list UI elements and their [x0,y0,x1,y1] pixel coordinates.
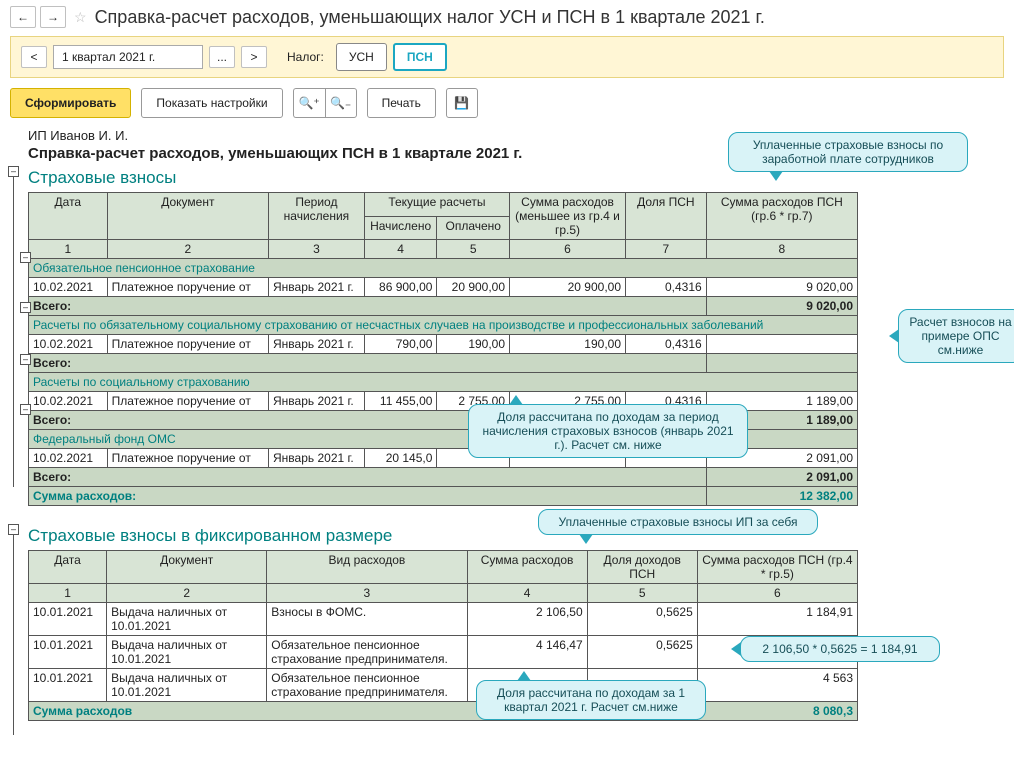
section-title-2: Страховые взносы в фиксированном размере [28,524,1004,550]
tax-psn-tab[interactable]: ПСН [393,43,447,71]
col-paid: Оплачено [437,216,510,240]
col-document: Документ [107,193,268,240]
print-button[interactable]: Печать [367,88,436,118]
page-title: Справка-расчет расходов, уменьшающих нал… [95,7,765,28]
period-next-button[interactable]: > [241,46,267,68]
colnum: 2 [107,584,267,603]
colnum: 2 [107,240,268,259]
colnum: 6 [510,240,626,259]
col-accrued: Начислено [364,216,437,240]
group-header: Расчеты по социальному страхованию [29,373,858,392]
table-row: 10.01.2021Выдача наличных от 10.01.2021В… [29,603,858,636]
table-row: 10.02.2021Платежное поручение отЯнварь 2… [29,278,858,297]
total-value: 2 091,00 [706,468,857,487]
insurance-contributions-table: Дата Документ Период начисления Текущие … [28,192,858,506]
col-share: Доля ПСН [626,193,707,240]
colnum: 3 [269,240,365,259]
period-toolbar: < 1 квартал 2021 г. ... > Налог: УСН ПСН [10,36,1004,78]
colnum: 5 [437,240,510,259]
col-kind: Вид расходов [267,551,467,584]
col-share: Доля доходов ПСН [587,551,697,584]
total-label: Всего: [29,297,707,316]
colnum: 6 [697,584,857,603]
show-settings-button[interactable]: Показать настройки [141,88,282,118]
col-sum: Сумма расходов [467,551,587,584]
title-bar: ← → ☆ Справка-расчет расходов, уменьшающ… [0,0,1014,36]
nav-forward-button[interactable]: → [40,6,66,28]
tax-label: Налог: [287,50,324,64]
favorite-star-icon[interactable]: ☆ [74,9,87,26]
fixed-contributions-table: Дата Документ Вид расходов Сумма расходо… [28,550,858,721]
col-document: Документ [107,551,267,584]
colnum: 1 [29,584,107,603]
total-value: 9 020,00 [706,297,857,316]
period-input[interactable]: 1 квартал 2021 г. [53,45,203,69]
save-icon[interactable]: 💾 [446,88,478,118]
group-header: Обязательное пенсионное страхование [29,259,858,278]
colnum: 8 [706,240,857,259]
tax-usn-tab[interactable]: УСН [336,43,387,71]
colnum: 4 [364,240,437,259]
group-toggle[interactable]: – [20,252,31,263]
period-prev-button[interactable]: < [21,46,47,68]
grand-total-label: Сумма расходов: [29,487,707,506]
report-area: – – ИП Иванов И. И. Справка-расчет расхо… [28,124,1004,721]
zoom-in-icon[interactable]: 🔍⁺ [293,88,325,118]
table-row: 10.02.2021Платежное поручение отЯнварь 2… [29,335,858,354]
col-sum-psn: Сумма расходов ПСН (гр.6 * гр.7) [706,193,857,240]
col-sum: Сумма расходов (меньшее из гр.4 и гр.5) [510,193,626,240]
colnum: 1 [29,240,108,259]
colnum: 7 [626,240,707,259]
col-date: Дата [29,193,108,240]
col-current: Текущие расчеты [364,193,509,217]
grand-total-value: 8 080,3 [697,702,857,721]
period-picker-button[interactable]: ... [209,46,235,68]
nav-back-button[interactable]: ← [10,6,36,28]
total-label: Всего: [29,468,707,487]
outline-toggle[interactable]: – [8,524,19,535]
col-sum-psn: Сумма расходов ПСН (гр.4 * гр.5) [697,551,857,584]
colnum: 3 [267,584,467,603]
table-row: 10.01.2021Выдача наличных от 10.01.2021О… [29,669,858,702]
col-date: Дата [29,551,107,584]
callout-payroll-contributions: Уплаченные страховые взносы по заработно… [728,132,968,172]
outline-toggle[interactable]: – [8,166,19,177]
grand-total-value: 12 382,00 [706,487,857,506]
group-header: Расчеты по обязательному социальному стр… [29,316,858,335]
group-toggle[interactable]: – [20,404,31,415]
callout-ip-self: Уплаченные страховые взносы ИП за себя [538,509,818,535]
generate-button[interactable]: Сформировать [10,88,131,118]
total-value [706,354,857,373]
group-toggle[interactable]: – [20,302,31,313]
zoom-out-icon[interactable]: 🔍₋ [325,88,357,118]
colnum: 5 [587,584,697,603]
callout-share-calc: Доля рассчитана по доходам за период нач… [468,404,748,458]
callout-share-q1: Доля рассчитана по доходам за 1 квартал … [476,680,706,720]
colnum: 4 [467,584,587,603]
col-period: Период начисления [269,193,365,240]
total-label: Всего: [29,354,707,373]
action-toolbar: Сформировать Показать настройки 🔍⁺ 🔍₋ Пе… [10,88,1004,118]
callout-calc-example: 2 106,50 * 0,5625 = 1 184,91 [740,636,940,662]
callout-ops-example: Расчет взносов на примере ОПС см.ниже [898,309,1014,363]
group-toggle[interactable]: – [20,354,31,365]
